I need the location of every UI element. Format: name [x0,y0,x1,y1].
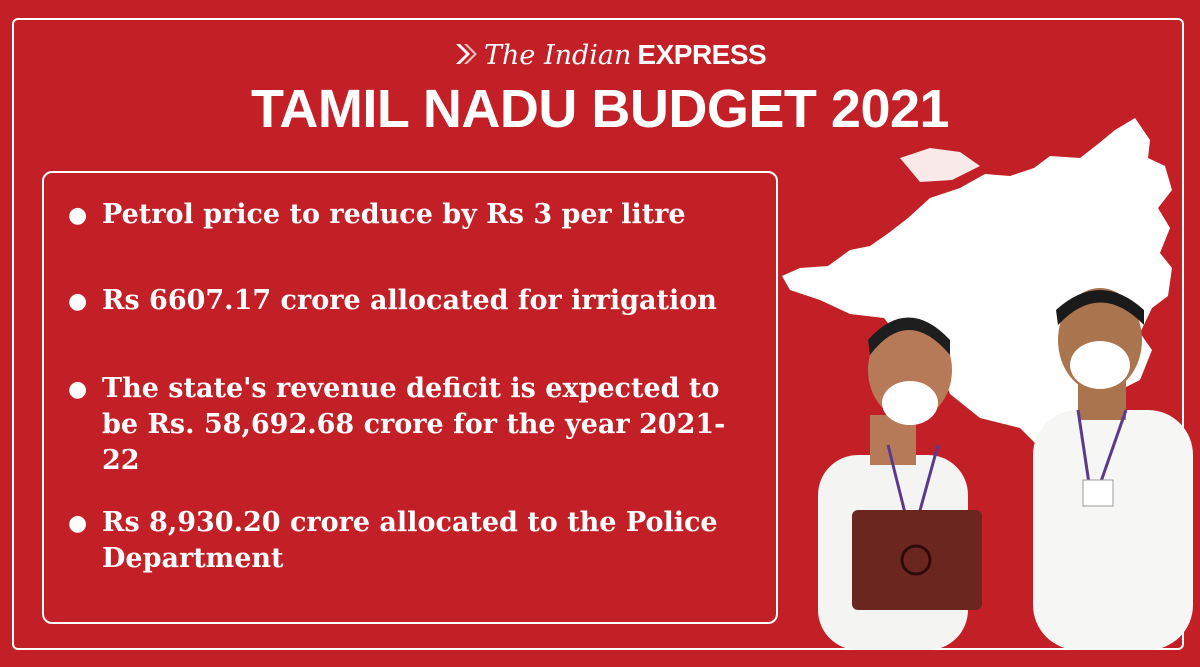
list-item: ● Rs 8,930.20 crore allocated to the Pol… [68,505,758,577]
bullet-icon: ● [68,288,88,314]
bullet-icon: ● [68,202,88,228]
page-title: TAMIL NADU BUDGET 2021 [250,79,950,139]
list-item: ● Petrol price to reduce by Rs 3 per lit… [68,197,758,233]
outer-frame [12,18,1184,650]
highlight-text: The state's revenue deficit is expected … [102,373,726,476]
budget-highlights-box: ● Petrol price to reduce by Rs 3 per lit… [42,171,778,624]
ministers-photo [818,288,1193,650]
list-item: ● The state's revenue deficit is expecte… [68,371,758,479]
highlight-text: Rs 8,930.20 crore allocated to the Polic… [102,507,718,574]
express-flame-logo-icon [456,44,477,64]
bullet-icon: ● [68,376,88,402]
bullet-icon: ● [68,510,88,536]
logo-express-text: EXPRESS [637,39,767,70]
logo-the-indian-text: The Indian [484,39,632,71]
left-person-figure [818,317,982,650]
indian-express-logo: The Indian EXPRESS [452,38,767,72]
right-person-figure [1033,288,1193,650]
highlight-text: Rs 6607.17 crore allocated for irrigatio… [102,285,717,316]
highlight-text: Petrol price to reduce by Rs 3 per litre [102,199,686,230]
list-item: ● Rs 6607.17 crore allocated for irrigat… [68,283,758,319]
